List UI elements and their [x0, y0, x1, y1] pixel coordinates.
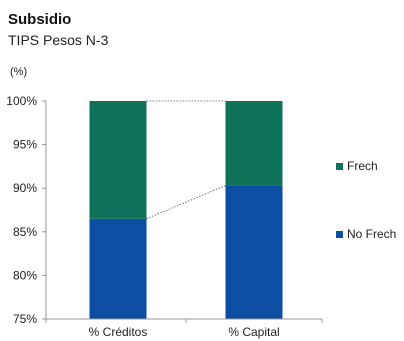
legend: Frech No Frech: [336, 159, 396, 241]
bar-segment: [225, 101, 283, 186]
legend-label: No Frech: [347, 227, 396, 241]
y-axis: 75% 80% 85% 90% 95% 100%: [6, 94, 47, 326]
y-tick-label: 80%: [13, 268, 37, 282]
chart-subtitle: TIPS Pesos N-3: [8, 32, 109, 48]
x-axis: % Créditos % Capital: [45, 318, 323, 339]
y-tick-label: 100%: [6, 94, 37, 108]
x-category-label: % Créditos: [89, 325, 148, 339]
series-line: [146, 185, 226, 220]
legend-swatch: [336, 231, 343, 238]
y-unit-label: (%): [10, 66, 27, 78]
bar-segment: [89, 218, 147, 319]
y-tick-label: 95%: [13, 138, 37, 152]
chart-title: Subsidio: [8, 11, 71, 28]
bar-segment: [89, 101, 147, 219]
bar-segment: [225, 185, 283, 319]
legend-swatch: [336, 163, 343, 170]
y-tick-label: 85%: [13, 225, 37, 239]
y-tick-label: 75%: [13, 312, 37, 326]
legend-label: Frech: [347, 159, 378, 173]
plot-area: [89, 100, 283, 319]
x-category-label: % Capital: [228, 325, 279, 339]
y-tick-label: 90%: [13, 181, 37, 195]
